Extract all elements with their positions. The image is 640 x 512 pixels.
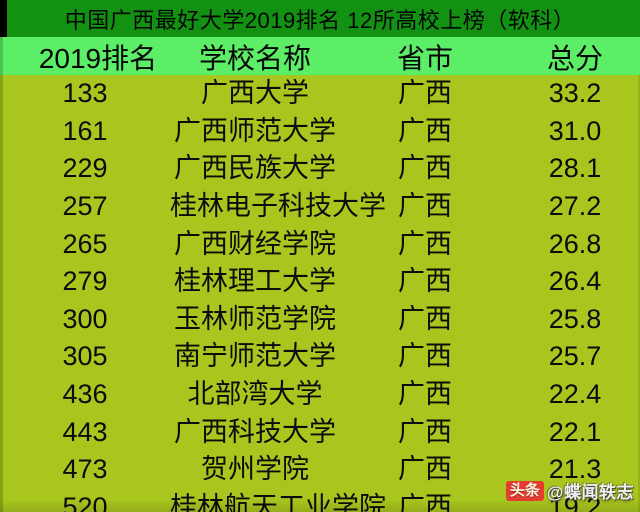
- cell-rank: 473: [62, 454, 108, 485]
- cell-school: 广西财经学院: [174, 228, 336, 259]
- cell-province: 广西: [398, 454, 452, 485]
- cell-school: 桂林电子科技大学: [170, 191, 386, 222]
- cell-score: 22.4: [548, 379, 602, 410]
- table-header-row: 2019排名 学校名称 省市 总分: [0, 37, 640, 75]
- cell-province: 广西: [398, 115, 452, 146]
- cell-school: 广西民族大学: [174, 153, 336, 184]
- cell-rank: 229: [62, 153, 108, 184]
- cell-rank: 161: [62, 115, 108, 146]
- cell-school: 桂林航天工业学院: [170, 491, 386, 512]
- cell-school: 南宁师范大学: [174, 341, 336, 372]
- watermark: 头条 @蝶闻轶志: [505, 478, 634, 503]
- column-header-school: 学校名称: [198, 43, 311, 74]
- cell-province: 广西: [398, 303, 452, 334]
- cell-province: 广西: [398, 341, 452, 372]
- table-row: 257 桂林电子科技大学 广西 27.2: [0, 188, 640, 226]
- cell-school: 广西大学: [201, 78, 309, 109]
- table-row: 161 广西师范大学 广西 31.0: [0, 113, 640, 151]
- cell-province: 广西: [398, 416, 452, 447]
- table-row: 305 南宁师范大学 广西 25.7: [0, 338, 640, 376]
- cell-school: 桂林理工大学: [174, 266, 336, 297]
- table-row: 436 北部湾大学 广西 22.4: [0, 376, 640, 414]
- table-row: 520 桂林航天工业学院 广西 19.2: [0, 489, 640, 512]
- cell-rank: 443: [62, 416, 108, 447]
- cell-school: 贺州学院: [201, 454, 309, 485]
- cell-rank: 305: [62, 341, 108, 372]
- title-bar: 中国广西最好大学2019排名 12所高校上榜（软科）: [0, 0, 640, 37]
- toutiao-badge: 头条: [505, 480, 544, 501]
- cell-score: 26.4: [548, 266, 602, 297]
- table-row: 473 贺州学院 广西 21.3: [0, 451, 640, 489]
- cell-school: 广西师范大学: [174, 115, 336, 146]
- cell-score: 25.8: [548, 303, 602, 334]
- corner-block: [0, 0, 7, 37]
- cell-rank: 436: [62, 379, 108, 410]
- table-row: 443 广西科技大学 广西 22.1: [0, 413, 640, 451]
- cell-school: 广西科技大学: [174, 416, 336, 447]
- cell-score: 22.1: [548, 416, 602, 447]
- cell-score: 33.2: [548, 78, 602, 109]
- page-title: 中国广西最好大学2019排名 12所高校上榜（软科）: [64, 7, 576, 33]
- cell-province: 广西: [398, 266, 452, 297]
- table-row: 265 广西财经学院 广西 26.8: [0, 225, 640, 263]
- cell-school: 玉林师范学院: [174, 303, 336, 334]
- watermark-handle: @蝶闻轶志: [546, 483, 634, 502]
- column-header-score: 总分: [546, 43, 603, 74]
- cell-rank: 265: [62, 228, 108, 259]
- column-header-rank: 2019排名: [38, 43, 158, 74]
- cell-rank: 300: [62, 303, 108, 334]
- table-row: 300 玉林师范学院 广西 25.8: [0, 301, 640, 339]
- cell-school: 北部湾大学: [187, 379, 323, 410]
- cell-rank: 520: [62, 491, 108, 512]
- cell-score: 19.2: [548, 491, 602, 512]
- table-row: 279 桂林理工大学 广西 26.4: [0, 263, 640, 301]
- cell-province: 广西: [398, 78, 452, 109]
- cell-score: 28.1: [548, 153, 602, 184]
- cell-rank: 257: [62, 191, 108, 222]
- cell-rank: 133: [62, 78, 108, 109]
- cell-score: 27.2: [548, 191, 602, 222]
- cell-score: 25.7: [548, 341, 602, 372]
- table-body: 133 广西大学 广西 33.2 161 广西师范大学 广西 31.0 229 广西民族大学 广西 2…: [0, 75, 640, 512]
- right-edge-shading: [638, 75, 640, 512]
- cell-province: 广西: [398, 379, 452, 410]
- cell-province: 广西: [398, 191, 452, 222]
- cell-score: 31.0: [548, 115, 602, 146]
- column-header-province: 省市: [396, 43, 453, 74]
- cell-province: 广西: [398, 153, 452, 184]
- table-row: 133 广西大学 广西 33.2: [0, 75, 640, 113]
- cell-province: 广西: [398, 491, 452, 512]
- cell-score: 21.3: [548, 454, 602, 485]
- cell-province: 广西: [398, 228, 452, 259]
- cell-score: 26.8: [548, 228, 602, 259]
- table-row: 229 广西民族大学 广西 28.1: [0, 150, 640, 188]
- left-edge-shading: [0, 37, 3, 512]
- cell-rank: 279: [62, 266, 108, 297]
